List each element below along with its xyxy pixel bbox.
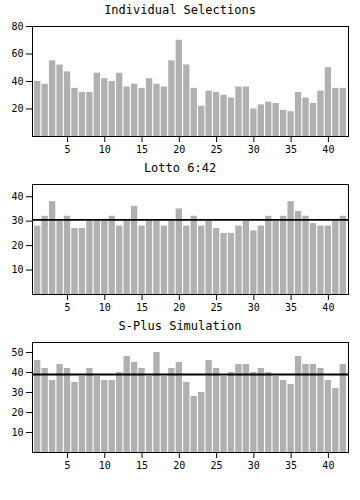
svg-text:20: 20 <box>173 460 185 471</box>
svg-text:80: 80 <box>11 21 23 32</box>
svg-text:20: 20 <box>11 407 23 418</box>
svg-text:5: 5 <box>65 144 71 155</box>
svg-text:30: 30 <box>11 387 23 398</box>
svg-text:35: 35 <box>285 460 297 471</box>
html-text:Individual Selections: Individual Selections <box>104 3 256 17</box>
svg-text:15: 15 <box>136 460 148 471</box>
svg-text:20: 20 <box>173 144 185 155</box>
svg-text:25: 25 <box>211 302 223 313</box>
svg-text:25: 25 <box>211 144 223 155</box>
svg-text:40: 40 <box>322 144 334 155</box>
svg-text:10: 10 <box>11 264 23 275</box>
svg-text:35: 35 <box>285 302 297 313</box>
svg-text:25: 25 <box>211 460 223 471</box>
svg-text:35: 35 <box>285 144 297 155</box>
svg-text:50: 50 <box>11 347 23 358</box>
svg-text:40: 40 <box>11 191 23 202</box>
svg-text:30: 30 <box>248 144 260 155</box>
svg-text:40: 40 <box>322 460 334 471</box>
svg-text:40: 40 <box>11 76 23 87</box>
svg-text:15: 15 <box>136 302 148 313</box>
svg-text:40: 40 <box>322 302 334 313</box>
svg-text:30: 30 <box>248 460 260 471</box>
svg-text:20: 20 <box>11 103 23 114</box>
svg-text:5: 5 <box>65 302 71 313</box>
svg-text:10: 10 <box>11 427 23 438</box>
svg-text:10: 10 <box>99 302 111 313</box>
svg-text:30: 30 <box>11 215 23 226</box>
svg-text:20: 20 <box>173 302 185 313</box>
svg-text:5: 5 <box>65 460 71 471</box>
svg-text:10: 10 <box>99 144 111 155</box>
svg-text:30: 30 <box>248 302 260 313</box>
html-text:S-Plus Simulation: S-Plus Simulation <box>118 319 242 333</box>
svg-text:60: 60 <box>11 48 23 59</box>
svg-text:20: 20 <box>11 240 23 251</box>
svg-text:40: 40 <box>11 367 23 378</box>
html-text:Lotto 6:42: Lotto 6:42 <box>143 161 217 175</box>
svg-text:15: 15 <box>136 144 148 155</box>
svg-text:10: 10 <box>99 460 111 471</box>
